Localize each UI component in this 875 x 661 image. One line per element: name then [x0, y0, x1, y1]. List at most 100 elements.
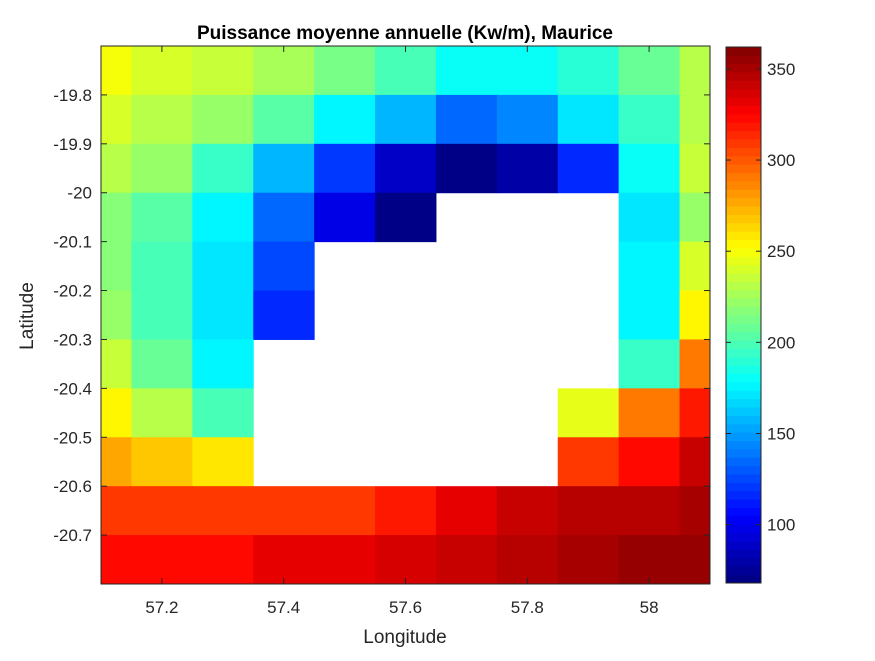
heatmap-cell: [131, 535, 193, 585]
heatmap-cell: [435, 143, 498, 194]
heatmap-cell: [679, 143, 711, 194]
colorbar-segment: [726, 356, 761, 366]
heatmap-cell: [496, 486, 559, 536]
heatmap-cell: [253, 94, 315, 145]
y-tick-label: -20: [67, 184, 92, 203]
colorbar: 100 150 200 250 300 350: [725, 46, 795, 584]
heatmap-cell: [618, 486, 681, 536]
heatmap-cell: [679, 46, 711, 96]
colorbar-segment: [726, 239, 761, 249]
x-tick-label: 57.4: [267, 598, 300, 617]
heatmap-cell: [375, 535, 437, 585]
heatmap-cell: [557, 388, 620, 438]
heatmap-cell: [131, 388, 193, 438]
colorbar-segment: [726, 415, 761, 425]
colorbar-tick-label: 300: [767, 151, 795, 170]
colorbar-segment: [726, 315, 761, 324]
colorbar-segment: [726, 524, 761, 534]
colorbar-segment: [726, 449, 761, 458]
y-tick-label: -20.6: [53, 477, 92, 496]
heatmap-cell: [679, 94, 711, 145]
colorbar-segment: [726, 80, 761, 90]
colorbar-segment: [726, 97, 761, 107]
colorbar-segment: [726, 248, 761, 257]
colorbar-segment: [726, 214, 761, 224]
colorbar-segment: [726, 423, 761, 433]
heatmap-cell: [101, 192, 132, 243]
heatmap-cell: [101, 94, 132, 145]
heatmap-cell: [618, 290, 681, 340]
heatmap-cell: [679, 339, 711, 389]
heatmap-cell: [375, 94, 437, 145]
colorbar-segment: [726, 281, 761, 291]
heatmap-cell: [679, 241, 711, 292]
heatmap-cell: [314, 46, 376, 96]
y-tick-label: -20.1: [53, 233, 92, 252]
colorbar-tick-label: 100: [767, 516, 795, 535]
colorbar-segment: [726, 474, 761, 483]
heatmap-cell: [314, 192, 376, 243]
heatmap-cell: [679, 192, 711, 243]
colorbar-segment: [726, 365, 761, 375]
heatmap-cell: [131, 143, 193, 194]
colorbar-tick-label: 350: [767, 60, 795, 79]
x-tick-label: 58: [640, 598, 659, 617]
heatmap-cell: [557, 486, 620, 536]
heatmap-cell: [101, 339, 132, 389]
colorbar-segment: [726, 490, 761, 500]
heatmap-cell: [131, 241, 193, 292]
heatmap-cell: [101, 437, 132, 487]
colorbar-segment: [726, 516, 761, 525]
heatmap-cell: [192, 437, 254, 487]
colorbar-segment: [726, 105, 761, 115]
colorbar-segment: [726, 55, 761, 65]
heatmap-cell: [496, 46, 559, 96]
heatmap-cell: [679, 486, 711, 536]
heatmap-cell: [192, 290, 254, 340]
colorbar-segment: [726, 63, 761, 73]
colorbar-segment: [726, 373, 761, 383]
colorbar-segment: [726, 532, 761, 542]
heatmap-cell: [131, 290, 193, 340]
heatmap-cell: [375, 143, 437, 194]
heatmap-cell: [192, 388, 254, 438]
heatmap-cell: [192, 143, 254, 194]
heatmap-cell: [192, 241, 254, 292]
heatmap-cell: [192, 535, 254, 585]
colorbar-segment: [726, 398, 761, 408]
heatmap-cell: [435, 535, 498, 585]
heatmap-cell: [253, 192, 315, 243]
heatmap-cell: [435, 46, 498, 96]
colorbar-segment: [726, 231, 761, 241]
y-tick-label: -20.2: [53, 282, 92, 301]
colorbar-segment: [726, 557, 761, 567]
heatmap-cell: [679, 437, 711, 487]
colorbar-segment: [726, 114, 761, 123]
heatmap-cell: [314, 143, 376, 194]
colorbar-segment: [726, 457, 761, 467]
plot-axes: 57.2 57.4 57.6 57.8 58 -19.8 -19.9 -20 -20.1 -20.…: [53, 45, 711, 617]
heatmap-cell: [435, 486, 498, 536]
heatmap-cells: [101, 46, 711, 585]
chart-title: Puissance moyenne annuelle (Kw/m), Mauri…: [197, 23, 613, 44]
y-tick-label: -20.4: [53, 379, 92, 398]
colorbar-segment: [726, 264, 761, 274]
heatmap-cell: [314, 94, 376, 145]
colorbar-segment: [726, 88, 761, 98]
heatmap-cell: [101, 46, 132, 96]
heatmap-cell: [618, 143, 681, 194]
heatmap-cell: [101, 535, 132, 585]
colorbar-tick-label: 150: [767, 425, 795, 444]
colorbar-segment: [726, 407, 761, 416]
colorbar-segment: [726, 298, 761, 308]
heatmap-cell: [131, 192, 193, 243]
heatmap-cell: [557, 437, 620, 487]
colorbar-segment: [726, 289, 761, 299]
heatmap-cell: [618, 192, 681, 243]
colorbar-segment: [726, 566, 761, 576]
heatmap-cell: [557, 46, 620, 96]
colorbar-segment: [726, 47, 761, 56]
heatmap-cell: [253, 46, 315, 96]
